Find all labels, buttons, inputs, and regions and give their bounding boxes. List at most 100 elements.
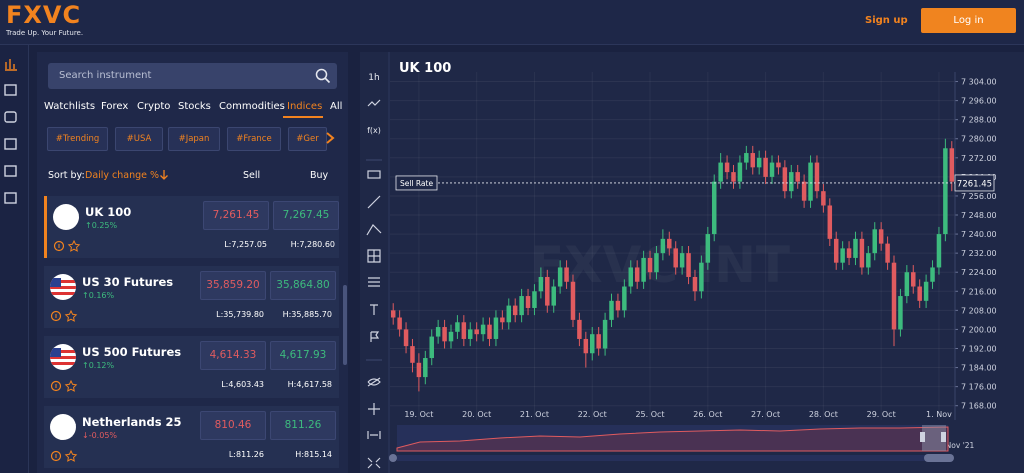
- candle-body: [442, 327, 447, 342]
- nav-icon[interactable]: [4, 192, 17, 204]
- tag-chip[interactable]: #France: [227, 127, 281, 151]
- buy-price[interactable]: 811.26: [270, 411, 336, 440]
- candle-body: [833, 238, 839, 263]
- candle-body: [936, 234, 942, 268]
- navigator-handle[interactable]: [920, 432, 925, 442]
- search-input[interactable]: Search instrument: [48, 63, 337, 89]
- instrument-panel: [37, 52, 348, 473]
- nav-icon[interactable]: [4, 138, 17, 150]
- candle-body: [583, 338, 589, 354]
- tool-icon[interactable]: [368, 277, 380, 287]
- tool-icon[interactable]: [366, 224, 382, 236]
- candle-body: [474, 329, 479, 335]
- sell-price[interactable]: 7,261.45: [203, 201, 269, 230]
- tool-icon[interactable]: [367, 431, 381, 439]
- y-tick-label: 7 200.00: [961, 325, 997, 334]
- tab[interactable]: Watchlists: [44, 101, 96, 112]
- tab[interactable]: All: [330, 101, 343, 112]
- candle-body: [673, 248, 678, 268]
- tags-next[interactable]: [323, 130, 337, 146]
- tab[interactable]: Forex: [101, 101, 129, 112]
- change-arrow: ↑: [85, 221, 92, 230]
- candle-body: [500, 317, 505, 323]
- sell-price[interactable]: 810.46: [200, 411, 266, 440]
- candle-body: [480, 324, 486, 335]
- change-value: 0.12%: [88, 361, 115, 370]
- chart-type-icon[interactable]: [367, 99, 381, 107]
- candle-body: [814, 162, 820, 192]
- nav-icon[interactable]: [4, 84, 17, 96]
- scrollbar[interactable]: [343, 285, 347, 365]
- search-placeholder: Search instrument: [59, 70, 152, 81]
- flag: [50, 278, 76, 295]
- tool-icon[interactable]: [368, 403, 380, 415]
- daily-change: ↑0.12%: [82, 361, 114, 370]
- tool-icon[interactable]: [370, 331, 380, 342]
- candle-body: [782, 167, 788, 192]
- indicator-button[interactable]: f(x): [367, 126, 381, 135]
- sort-arrow[interactable]: [159, 169, 169, 181]
- tag-chip[interactable]: #USA: [115, 127, 163, 151]
- tag-chip[interactable]: #Trending: [47, 127, 108, 151]
- candle-body: [609, 300, 614, 320]
- instrument-card[interactable]: US 30 Futures ↑0.16% 35,859.20 35,864.80 L:3…: [44, 266, 339, 328]
- change-arrow: ↓: [82, 431, 89, 440]
- x-tick-label: 20. Oct: [462, 410, 491, 419]
- candle-body: [795, 172, 800, 182]
- tool-icon[interactable]: [367, 377, 381, 387]
- instrument-card[interactable]: FTSE UK 100 ↑0.25% 7,261.457,267.45 L:7,257.…: [44, 196, 339, 258]
- tool-icon[interactable]: [367, 249, 381, 263]
- candle-body: [801, 181, 807, 201]
- nav-icon[interactable]: [4, 111, 17, 123]
- tab[interactable]: Stocks: [178, 101, 211, 112]
- sign-up-link[interactable]: Sign up: [865, 15, 908, 26]
- tab[interactable]: Commodities: [219, 101, 285, 112]
- daily-change: ↑0.25%: [85, 221, 117, 230]
- tool-icon[interactable]: [370, 304, 378, 315]
- y-tick-label: 7 296.00: [961, 97, 997, 106]
- sell-price[interactable]: 35,859.20: [200, 271, 266, 300]
- tool-icon[interactable]: [367, 457, 381, 469]
- scrollbar-thumb[interactable]: [924, 454, 954, 462]
- tab[interactable]: Crypto: [137, 101, 171, 112]
- candle-body: [763, 157, 768, 177]
- last-price-tag: [954, 174, 995, 192]
- instrument-card[interactable]: US 500 Futures ↑0.12% 4,614.33 4,617.93 L:4,…: [44, 336, 339, 398]
- candle-body: [512, 305, 518, 316]
- sell-rate-tag: [395, 175, 438, 191]
- buy-price[interactable]: 4,617.93: [270, 341, 336, 370]
- interval[interactable]: 1h: [368, 73, 379, 83]
- instrument-name: US 500 Futures: [82, 345, 182, 359]
- card-actions[interactable]: [50, 449, 90, 463]
- nav-icon[interactable]: [4, 165, 17, 177]
- logo[interactable]: FXVC: [6, 1, 82, 29]
- change-value: 0.16%: [88, 291, 115, 300]
- instrument-card[interactable]: AEX index Netherlands 25 ↓-0.05% 810.46811.…: [44, 406, 339, 468]
- candle-body: [943, 148, 948, 235]
- tag-chip[interactable]: #Japan: [168, 127, 220, 151]
- tagline: Trade Up. Your Future.: [6, 29, 84, 37]
- card-actions[interactable]: [53, 239, 93, 253]
- candle-body: [840, 248, 845, 263]
- log-in-button[interactable]: Log in: [921, 8, 1016, 33]
- sell-price[interactable]: 4,614.33: [200, 341, 266, 370]
- tool-icon[interactable]: [367, 195, 381, 209]
- scroll-left[interactable]: [389, 454, 397, 462]
- buy-price[interactable]: 7,267.45: [273, 201, 339, 230]
- candle-body: [917, 286, 922, 301]
- tab[interactable]: Indices: [287, 101, 323, 112]
- candle-body: [429, 336, 434, 359]
- card-actions[interactable]: [50, 309, 90, 323]
- card-actions[interactable]: [50, 379, 90, 393]
- nav-icon[interactable]: [5, 59, 17, 71]
- candle-body: [911, 272, 916, 287]
- daily-change: ↓-0.05%: [82, 431, 117, 440]
- tag-chip[interactable]: #Ger: [288, 127, 327, 151]
- tool-icon[interactable]: [367, 170, 381, 179]
- navigator-handle[interactable]: [941, 432, 946, 442]
- buy-price[interactable]: 35,864.80: [270, 271, 336, 300]
- sort-value[interactable]: Daily change %: [85, 170, 160, 181]
